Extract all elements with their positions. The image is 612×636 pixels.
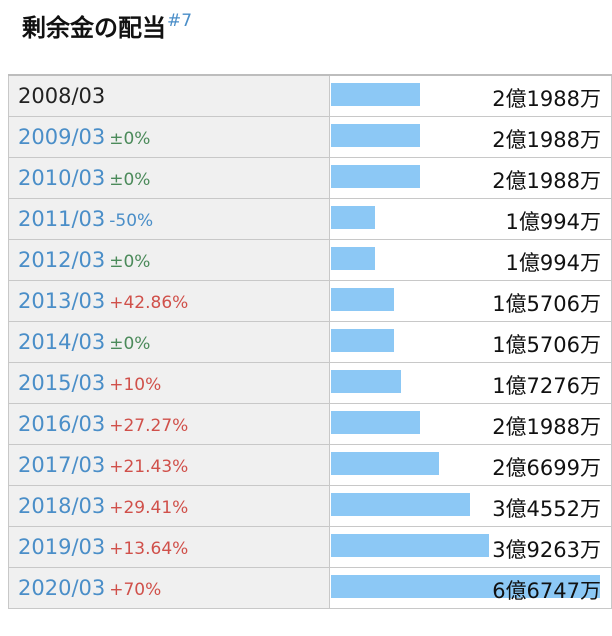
date-cell: 2019/03 +13.64%	[8, 525, 330, 568]
date-link[interactable]: 2015/03	[18, 370, 106, 395]
date-cell: 2020/03 +70%	[8, 566, 330, 609]
value-cell: 2億1988万	[329, 402, 612, 445]
amount-label: 1億7276万	[492, 373, 601, 398]
table-row: 2008/03 2億1988万	[8, 74, 612, 117]
value-cell: 6億6747万	[329, 566, 612, 609]
section-title-text: 剰余金の配当	[22, 14, 166, 42]
change-percent: +29.41%	[109, 497, 189, 518]
date-link[interactable]: 2016/03	[18, 411, 106, 436]
change-percent: ±0%	[109, 251, 151, 272]
change-percent: -50%	[109, 210, 154, 231]
date-link[interactable]: 2019/03	[18, 534, 106, 559]
table-row: 2019/03 +13.64% 3億9263万	[8, 525, 612, 568]
value-bar	[331, 205, 375, 229]
table-row: 2010/03 ±0% 2億1988万	[8, 156, 612, 199]
date-link[interactable]: 2011/03	[18, 206, 106, 231]
date-cell: 2011/03 -50%	[8, 197, 330, 240]
date-link[interactable]: 2013/03	[18, 288, 106, 313]
date-cell: 2012/03 ±0%	[8, 238, 330, 281]
dividend-table: 2008/03 2億1988万 2009/03 ±0% 2億1988万 2010/03 ±0…	[8, 74, 612, 609]
amount-label: 2億1988万	[492, 168, 601, 193]
value-bar	[331, 369, 401, 393]
table-row: 2016/03 +27.27% 2億1988万	[8, 402, 612, 445]
amount-label: 1億5706万	[492, 291, 601, 316]
table-row: 2011/03 -50% 1億994万	[8, 197, 612, 240]
table-row: 2012/03 ±0% 1億994万	[8, 238, 612, 281]
value-cell: 2億6699万	[329, 443, 612, 486]
date-cell: 2008/03	[8, 74, 330, 117]
value-bar	[331, 410, 420, 434]
amount-label: 2億1988万	[492, 87, 601, 111]
value-bar	[331, 246, 375, 270]
table-row: 2013/03 +42.86% 1億5706万	[8, 279, 612, 322]
change-percent: +42.86%	[109, 292, 189, 313]
amount-label: 1億994万	[505, 209, 601, 234]
amount-label: 3億4552万	[492, 496, 601, 521]
date-label: 2008/03	[18, 83, 106, 108]
value-cell: 1億994万	[329, 238, 612, 281]
amount-label: 2億1988万	[492, 127, 601, 152]
change-percent: +13.64%	[109, 538, 189, 559]
value-cell: 2億1988万	[329, 156, 612, 199]
change-percent: ±0%	[109, 333, 151, 354]
table-row: 2020/03 +70% 6億6747万	[8, 566, 612, 609]
value-cell: 3億9263万	[329, 525, 612, 568]
date-cell: 2014/03 ±0%	[8, 320, 330, 363]
footnote-link[interactable]: #7	[167, 11, 193, 31]
change-percent: +21.43%	[109, 456, 189, 477]
change-percent: +27.27%	[109, 415, 189, 436]
value-bar	[331, 123, 420, 147]
date-cell: 2018/03 +29.41%	[8, 484, 330, 527]
value-bar	[331, 451, 439, 475]
date-cell: 2016/03 +27.27%	[8, 402, 330, 445]
value-bar	[331, 164, 420, 188]
date-link[interactable]: 2014/03	[18, 329, 106, 354]
value-cell: 1億994万	[329, 197, 612, 240]
amount-label: 6億6747万	[492, 578, 601, 603]
date-link[interactable]: 2020/03	[18, 575, 106, 600]
date-link[interactable]: 2010/03	[18, 165, 106, 190]
value-bar	[331, 574, 600, 598]
value-cell: 3億4552万	[329, 484, 612, 527]
value-cell: 2億1988万	[329, 115, 612, 158]
value-bar	[331, 83, 420, 106]
value-bar	[331, 492, 470, 516]
date-cell: 2010/03 ±0%	[8, 156, 330, 199]
value-cell: 2億1988万	[329, 74, 612, 117]
change-percent: ±0%	[109, 169, 151, 190]
value-bar	[331, 328, 394, 352]
change-percent: +70%	[109, 579, 162, 600]
amount-label: 1億5706万	[492, 332, 601, 357]
value-cell: 1億5706万	[329, 279, 612, 322]
value-cell: 1億5706万	[329, 320, 612, 363]
date-link[interactable]: 2009/03	[18, 124, 106, 149]
value-cell: 1億7276万	[329, 361, 612, 404]
table-row: 2014/03 ±0% 1億5706万	[8, 320, 612, 363]
table-row: 2015/03 +10% 1億7276万	[8, 361, 612, 404]
date-link[interactable]: 2018/03	[18, 493, 106, 518]
date-cell: 2009/03 ±0%	[8, 115, 330, 158]
table-row: 2018/03 +29.41% 3億4552万	[8, 484, 612, 527]
amount-label: 1億994万	[505, 250, 601, 275]
amount-label: 2億6699万	[492, 455, 601, 480]
table-row: 2009/03 ±0% 2億1988万	[8, 115, 612, 158]
date-cell: 2017/03 +21.43%	[8, 443, 330, 486]
change-percent: +10%	[109, 374, 162, 395]
date-cell: 2013/03 +42.86%	[8, 279, 330, 322]
change-percent: ±0%	[109, 128, 151, 149]
table-row: 2017/03 +21.43% 2億6699万	[8, 443, 612, 486]
date-cell: 2015/03 +10%	[8, 361, 330, 404]
dividend-table-body: 2008/03 2億1988万 2009/03 ±0% 2億1988万 2010/03 ±0…	[8, 74, 612, 609]
amount-label: 2億1988万	[492, 414, 601, 439]
value-bar	[331, 533, 489, 557]
date-link[interactable]: 2012/03	[18, 247, 106, 272]
amount-label: 3億9263万	[492, 537, 601, 562]
date-link[interactable]: 2017/03	[18, 452, 106, 477]
section-title: 剰余金の配当#7	[22, 8, 192, 43]
value-bar	[331, 287, 394, 311]
